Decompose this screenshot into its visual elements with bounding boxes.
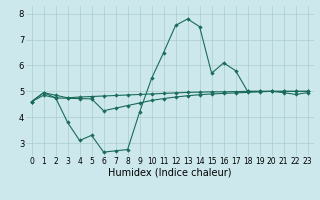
X-axis label: Humidex (Indice chaleur): Humidex (Indice chaleur): [108, 168, 231, 178]
